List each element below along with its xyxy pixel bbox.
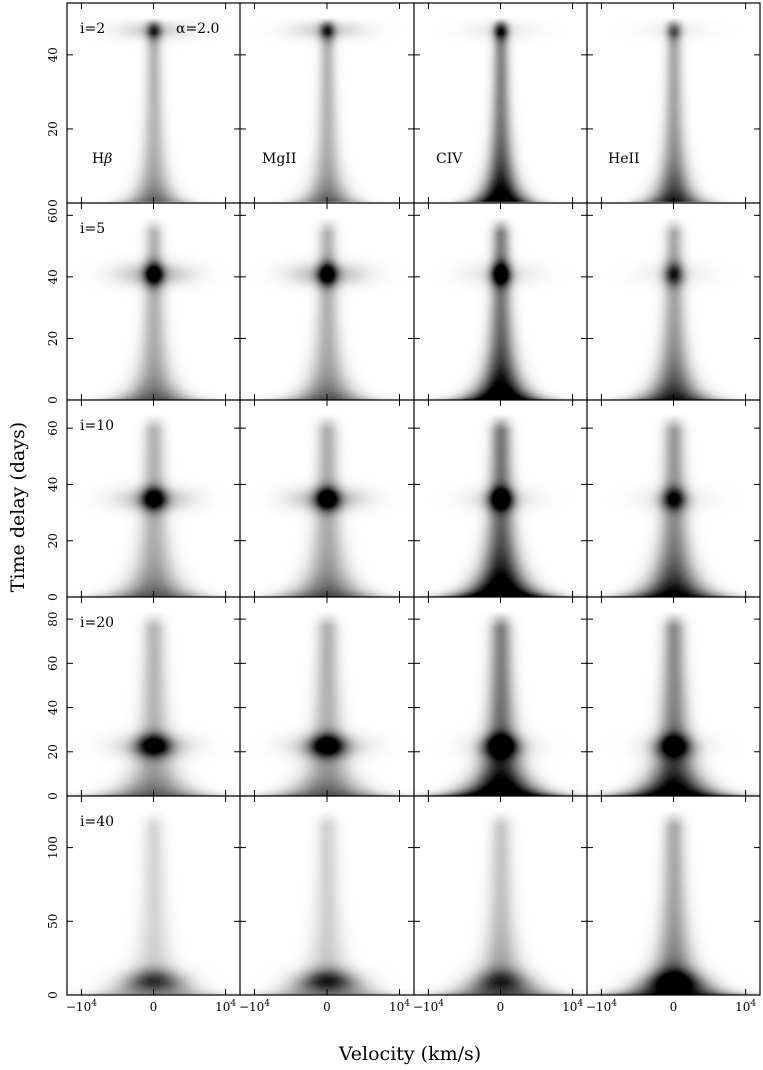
- density-panel-r3-c1: [240, 597, 414, 796]
- x-tick-label: −104: [586, 999, 617, 1014]
- density-panel-r1-c1: [240, 203, 414, 400]
- x-tick-label: 0: [150, 1000, 158, 1014]
- x-tick-label: −104: [66, 999, 97, 1014]
- x-tick-label: 0: [497, 1000, 505, 1014]
- line-label: HeII: [608, 151, 640, 167]
- panel-labels: i=2 i=5 i=10 i=20 i=40 α=2.0 Hβ MgII CIV HeII: [80, 21, 640, 830]
- y-tick-label: 0: [46, 396, 60, 404]
- y-tick-label: 40: [46, 477, 60, 492]
- x-axis-title: Velocity (km/s): [338, 1043, 481, 1065]
- density-panel-r4-c0: [67, 796, 240, 995]
- x-axis-ticks: −104 0 104 −104 0 104 −104 0 104 −104 0 104: [66, 3, 756, 1014]
- x-tick-label: 104: [215, 999, 236, 1014]
- y-tick-label: 40: [46, 700, 60, 715]
- density-panel-r3-c3: [587, 597, 760, 796]
- density-panel-r0-c2: [414, 3, 587, 203]
- y-tick-label: 0: [46, 792, 60, 800]
- x-tick-label: −104: [239, 999, 270, 1014]
- panel-grid: [67, 3, 760, 995]
- density-panel-r0-c0: [67, 3, 240, 203]
- y-tick-label: 0: [46, 991, 60, 999]
- x-tick-label: 104: [389, 999, 410, 1014]
- y-tick-label: 20: [46, 331, 60, 346]
- density-panel-r3-c2: [414, 597, 587, 796]
- inclination-label: i=2: [80, 21, 105, 37]
- density-panel-r4-c3: [587, 796, 760, 995]
- y-tick-label: 50: [46, 914, 60, 929]
- y-tick-label: 80: [46, 611, 60, 626]
- y-tick-label: 20: [46, 121, 60, 136]
- line-label: Hβ: [92, 151, 112, 167]
- density-panel-r3-c0: [67, 597, 240, 796]
- inclination-label: i=5: [80, 221, 105, 237]
- y-tick-label: 20: [46, 744, 60, 759]
- density-panel-r1-c2: [414, 203, 587, 400]
- line-label: CIV: [436, 151, 463, 167]
- x-tick-label: 0: [670, 1000, 678, 1014]
- y-tick-label: 100: [46, 836, 60, 859]
- x-tick-label: 104: [735, 999, 756, 1014]
- y-tick-label: 40: [46, 269, 60, 284]
- alpha-label: α=2.0: [176, 21, 219, 37]
- y-axis-title: Time delay (days): [7, 422, 29, 592]
- y-tick-label: 60: [46, 208, 60, 223]
- density-panel-r0-c1: [240, 3, 414, 203]
- density-panel-r4-c1: [240, 796, 414, 995]
- line-label: MgII: [262, 151, 296, 167]
- x-tick-label: 104: [562, 999, 583, 1014]
- density-panel-r2-c2: [414, 400, 587, 597]
- y-tick-label: 0: [46, 199, 60, 207]
- inclination-label: i=40: [80, 814, 114, 830]
- y-tick-label: 20: [46, 533, 60, 548]
- x-tick-label: 0: [323, 1000, 331, 1014]
- x-tick-label: −104: [413, 999, 444, 1014]
- density-panel-r2-c0: [67, 400, 240, 597]
- density-panel-r2-c3: [587, 400, 760, 597]
- inclination-label: i=20: [80, 615, 114, 631]
- density-panel-r0-c3: [587, 3, 760, 203]
- y-tick-label: 60: [46, 656, 60, 671]
- y-tick-label: 0: [46, 593, 60, 601]
- density-panel-r1-c0: [67, 203, 240, 400]
- inclination-label: i=10: [80, 418, 114, 434]
- density-panel-r1-c3: [587, 203, 760, 400]
- density-panel-r2-c1: [240, 400, 414, 597]
- y-tick-label: 40: [46, 47, 60, 62]
- density-panel-r4-c2: [414, 796, 587, 995]
- y-tick-label: 60: [46, 421, 60, 436]
